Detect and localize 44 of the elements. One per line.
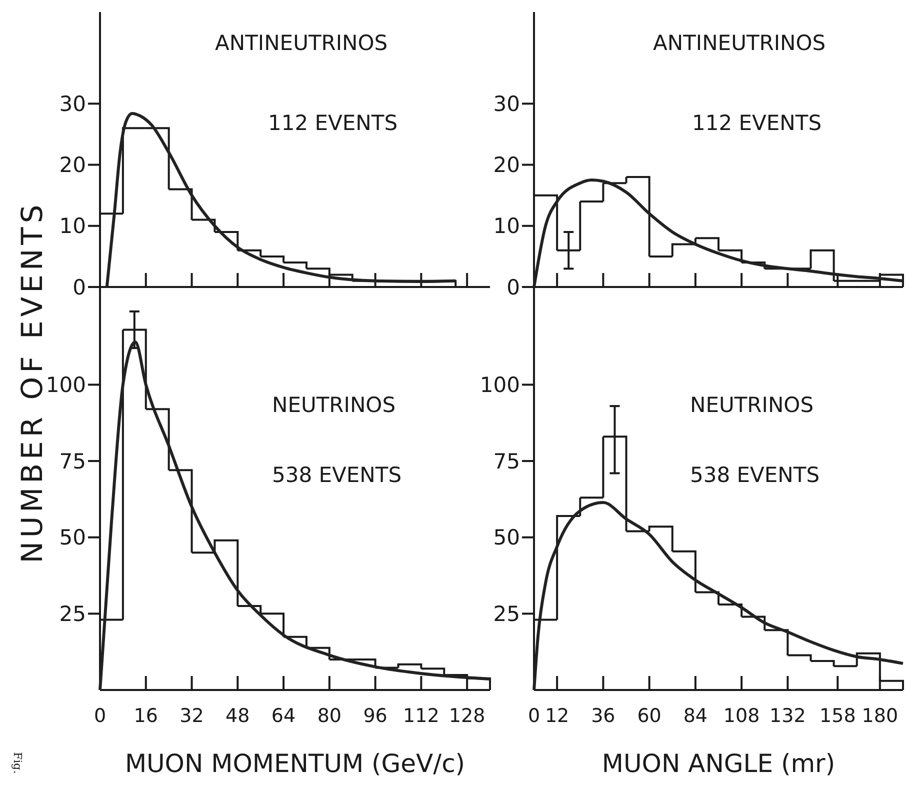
x-tick-label: 96 [363, 705, 388, 727]
x-tick-label: 80 [317, 705, 342, 727]
y-tick-label: 10 [493, 214, 520, 238]
annotation: NEUTRINOS [272, 393, 396, 417]
x-tick-label: 48 [226, 705, 250, 727]
y-tick-label: 10 [59, 214, 86, 238]
y-tick-label: 20 [59, 153, 86, 178]
x-tick-label: 112 [403, 705, 440, 727]
x-tick-label: 108 [723, 705, 760, 727]
x-tick-label: 180 [862, 705, 898, 727]
y-tick-label: 30 [493, 92, 520, 116]
annotation: 538 EVENTS [690, 463, 820, 487]
y-tick-label: 25 [59, 602, 86, 626]
x-tick-label: 128 [448, 705, 486, 727]
annotation: NEUTRINOS [690, 393, 814, 417]
annotation: 538 EVENTS [272, 463, 402, 487]
x-tick-label: 16 [134, 705, 158, 727]
y-tick-label: 50 [493, 526, 520, 550]
annotation: ANTINEUTRINOS [653, 31, 826, 55]
annotation: 112 EVENTS [268, 111, 398, 135]
y-tick-label: 0 [72, 275, 86, 300]
y-tick-label: 75 [59, 449, 86, 474]
y-tick-label: 25 [493, 602, 520, 626]
x-tick-label: 32 [180, 705, 204, 727]
x-tick-label: 158 [820, 705, 856, 727]
y-tick-label: 100 [480, 373, 520, 398]
y-tick-label: 20 [493, 153, 520, 178]
y-tick-label: 75 [493, 449, 520, 474]
x-tick-label: 12 [544, 705, 570, 727]
annotation: ANTINEUTRINOS [215, 31, 388, 55]
x-tick-label: 60 [637, 705, 662, 727]
x-axis-title: MUON MOMENTUM (GeV/c) [124, 749, 466, 778]
text: Fig. [11, 752, 24, 774]
y-tick-label: 0 [506, 275, 520, 300]
x-tick-label: 36 [591, 705, 616, 727]
y-tick-label: 50 [59, 526, 86, 550]
x-tick-label: 84 [683, 705, 708, 727]
x-tick-label: 0 [94, 705, 106, 727]
x-tick-label: 132 [770, 705, 806, 727]
y-tick-label: 30 [59, 92, 86, 116]
x-tick-label: 0 [528, 705, 540, 727]
annotation: 112 EVENTS [692, 111, 822, 135]
x-axis-title: MUON ANGLE (mr) [602, 749, 836, 778]
x-tick-label: 64 [271, 705, 296, 727]
